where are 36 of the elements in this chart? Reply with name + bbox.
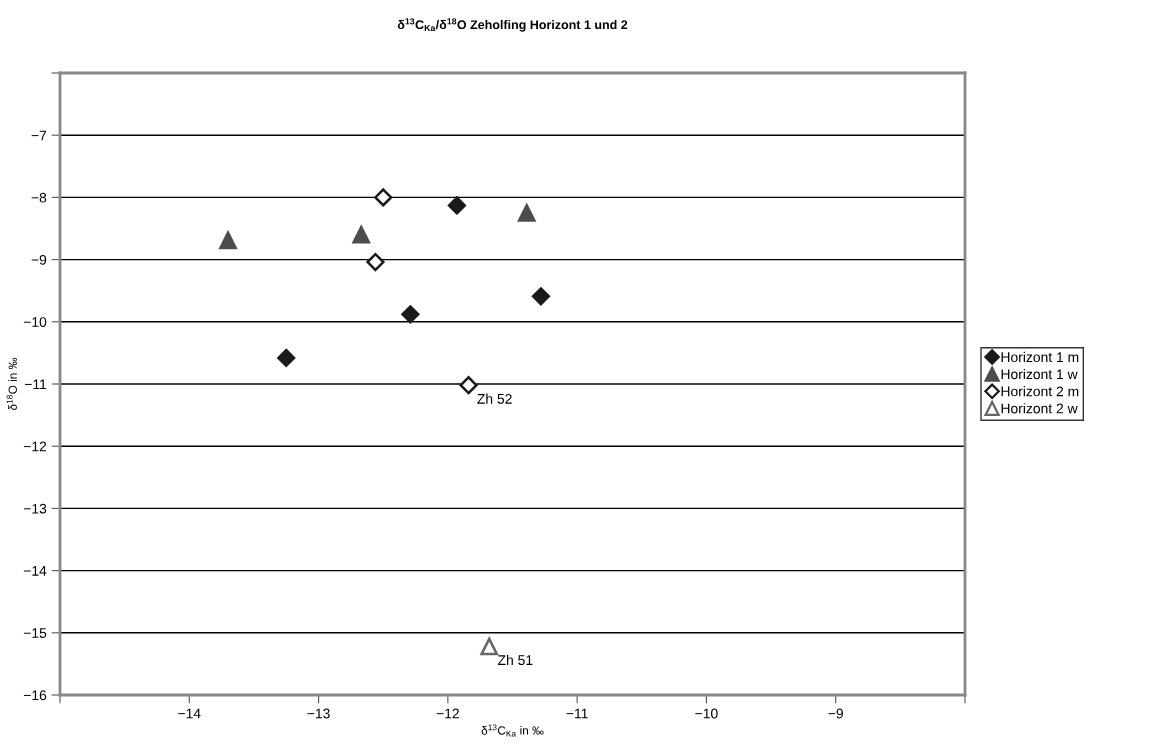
- y-tick-label: −14: [23, 566, 47, 576]
- y-tick-label: −15: [23, 628, 47, 638]
- point: [517, 204, 536, 222]
- y-tick-label: −7: [31, 130, 47, 141]
- y-tick-label: −9: [31, 254, 47, 265]
- point: [531, 287, 551, 306]
- point: [447, 196, 467, 215]
- point: [480, 637, 499, 656]
- y-tick-label: −10: [23, 317, 47, 327]
- x-tick-label: −12: [436, 708, 459, 719]
- point: [277, 348, 296, 367]
- point: [366, 252, 385, 272]
- x-tick-label: −9: [828, 708, 843, 719]
- chart-title: δ$^{13}$C$_{Ka}$/δ$^{18}$O Zeholfing Horizont 1 und 2: [397, 18, 628, 32]
- annotation: Zh 52: [477, 393, 512, 404]
- annotation: Zh 51: [498, 654, 533, 666]
- legend-label: Horizont 1 m: [1001, 351, 1079, 363]
- x-tick-label: −14: [178, 708, 201, 719]
- x-tick-label: −11: [566, 708, 588, 719]
- point: [219, 231, 237, 250]
- legend-label: Horizont 1 w: [1001, 368, 1078, 380]
- x-axis-title: δ$^{13}$C$_{Ka}$ in ‰: [481, 724, 544, 737]
- point: [374, 188, 393, 207]
- y-tick-label: −16: [23, 690, 47, 701]
- x-tick-label: −10: [695, 708, 718, 719]
- point: [459, 376, 478, 395]
- y-tick-label: −13: [23, 503, 47, 514]
- y-axis-title: δ$^{18}$O in ‰: [6, 357, 17, 411]
- y-tick-label: −12: [23, 441, 47, 452]
- y-tick-label: −11: [24, 379, 47, 390]
- y-tick-label: −8: [31, 192, 47, 203]
- legend-label: Horizont 2 m: [1001, 386, 1079, 397]
- x-tick-label: −13: [307, 708, 330, 719]
- point: [352, 225, 371, 244]
- legend-label: Horizont 2 w: [1001, 403, 1078, 414]
- point: [401, 305, 420, 324]
